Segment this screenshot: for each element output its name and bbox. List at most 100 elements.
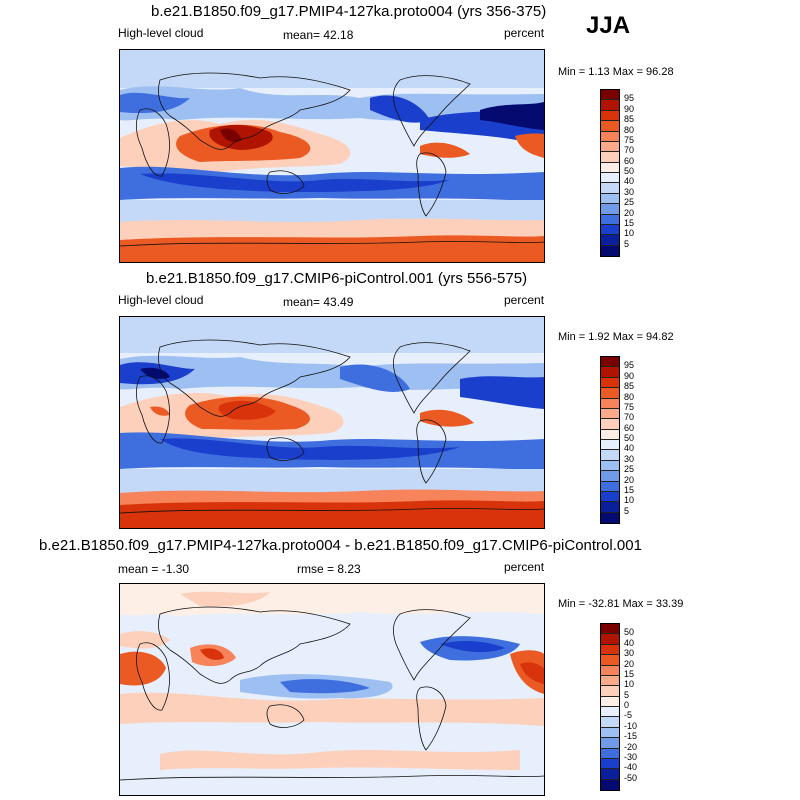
colorbar-segment — [601, 214, 619, 225]
colorbar-tick-label: 40 — [624, 176, 635, 187]
colorbar-tick-label: 75 — [624, 134, 635, 145]
colorbar-tick-label: 15 — [624, 668, 635, 679]
colorbar-tick-label: 10 — [624, 228, 635, 239]
colorbar-segment — [601, 769, 619, 780]
colorbar-tick-label: 95 — [624, 360, 635, 371]
colorbar-tick-label: -30 — [624, 751, 638, 762]
colorbar-tick-label: 40 — [624, 443, 635, 454]
colorbar-tick-label: 20 — [624, 474, 635, 485]
colorbar-tick-label: 5 — [624, 689, 630, 700]
panel3-colorbar-ticks: 50 40 30 20 15 10 5 0 -5 -10 -15 -20 -30 -40 -50 — [624, 623, 664, 791]
colorbar-tick-label: 50 — [624, 166, 635, 176]
colorbar-tick-label: 10 — [624, 495, 635, 506]
colorbar-segment — [601, 90, 619, 101]
panel2-colorbar-ticks: 95 90 85 80 75 70 60 50 40 30 25 20 15 10 5 — [624, 356, 664, 524]
colorbar-segment — [601, 675, 619, 687]
panel3-units-label: percent — [504, 560, 545, 574]
season-label: JJA — [586, 12, 631, 39]
colorbar-tick-label: 50 — [624, 433, 635, 443]
panel1-units-label: percent — [504, 26, 545, 40]
colorbar-segment — [601, 655, 619, 666]
colorbar-segment — [601, 419, 619, 430]
colorbar-tick-label: 30 — [624, 648, 635, 659]
colorbar-tick-label: 30 — [624, 453, 635, 464]
panel3-map-svg — [120, 584, 544, 795]
panel1-title: b.e21.B1850.f09_g17.PMIP4-127ka.proto004… — [151, 3, 547, 20]
colorbar-segment — [601, 224, 619, 236]
colorbar-segment — [601, 696, 619, 707]
panel2-units-label: percent — [504, 293, 545, 307]
colorbar-tick-label: 75 — [624, 401, 635, 412]
panel3-map — [119, 583, 545, 796]
colorbar-segment — [601, 204, 619, 215]
colorbar-tick-label: 85 — [624, 114, 635, 125]
colorbar-tick-label: 50 — [624, 627, 635, 638]
colorbar-tick-label: 95 — [624, 93, 635, 104]
colorbar-tick-label: 90 — [624, 103, 635, 114]
colorbar-tick-label: 10 — [624, 679, 635, 690]
colorbar-segment — [601, 665, 619, 676]
colorbar-tick-label: 5 — [624, 238, 630, 249]
panel3-title: b.e21.B1850.f09_g17.PMIP4-127ka.proto004… — [39, 537, 642, 554]
colorbar-segment — [601, 121, 619, 132]
colorbar-segment — [601, 193, 619, 205]
colorbar-tick-label: -15 — [624, 731, 638, 742]
colorbar-segment — [601, 141, 619, 153]
panel1-map — [119, 49, 545, 263]
panel1-minmax-label: Min = 1.13 Max = 96.28 — [558, 66, 674, 78]
colorbar-tick-label: 80 — [624, 391, 635, 402]
panel2-mean-label: mean= 43.49 — [283, 295, 354, 309]
colorbar-segment — [601, 644, 619, 656]
colorbar-segment — [601, 748, 619, 759]
panel2-map-svg — [120, 317, 544, 528]
colorbar-tick-label: 85 — [624, 381, 635, 392]
panel3-mean-label: mean = -1.30 — [118, 562, 190, 576]
panel1-variable-label: High-level cloud — [118, 26, 204, 40]
colorbar-segment — [601, 173, 619, 184]
colorbar-tick-label: 70 — [624, 412, 635, 423]
colorbar-segment — [601, 398, 619, 409]
panel3-minmax-label: Min = -32.81 Max = 33.39 — [558, 598, 684, 610]
colorbar-segment — [601, 162, 619, 173]
colorbar-segment — [601, 408, 619, 420]
colorbar-segment — [601, 235, 619, 246]
panel2-title: b.e21.B1850.f09_g17.CMIP6-piControl.001 … — [146, 270, 528, 287]
colorbar-tick-label: 15 — [624, 484, 635, 495]
colorbar-tick-label: 80 — [624, 124, 635, 135]
colorbar-segment — [601, 131, 619, 142]
panel1-map-svg — [120, 50, 544, 262]
colorbar-segment — [601, 717, 619, 728]
panel2-colorbar — [600, 356, 620, 524]
panel2-minmax-label: Min = 1.92 Max = 94.82 — [558, 331, 674, 343]
colorbar-tick-label: 20 — [624, 207, 635, 218]
panel1-colorbar — [600, 89, 620, 257]
colorbar-tick-label: 5 — [624, 505, 630, 516]
colorbar-segment — [601, 738, 619, 749]
panel2-variable-label: High-level cloud — [118, 293, 204, 307]
colorbar-segment — [601, 634, 619, 645]
colorbar-segment — [601, 491, 619, 503]
colorbar-segment — [601, 183, 619, 194]
colorbar-segment — [601, 481, 619, 492]
colorbar-tick-label: 15 — [624, 217, 635, 228]
colorbar-tick-label: 25 — [624, 464, 635, 475]
colorbar-segment — [601, 245, 619, 256]
colorbar-segment — [601, 450, 619, 461]
colorbar-tick-label: -10 — [624, 720, 638, 731]
colorbar-segment — [601, 779, 619, 790]
colorbar-segment — [601, 624, 619, 635]
panel1-colorbar-ticks: 95 90 85 80 75 70 60 50 40 30 25 20 15 10 5 — [624, 89, 664, 257]
panel3-colorbar — [600, 623, 620, 791]
colorbar-tick-label: 0 — [624, 700, 630, 710]
colorbar-tick-label: -20 — [624, 741, 638, 752]
colorbar-segment — [601, 357, 619, 368]
panel1-mean-label: mean= 42.18 — [283, 28, 354, 42]
colorbar-segment — [601, 377, 619, 389]
colorbar-segment — [601, 440, 619, 451]
colorbar-tick-label: 40 — [624, 637, 635, 648]
colorbar-segment — [601, 100, 619, 111]
colorbar-segment — [601, 388, 619, 399]
colorbar-segment — [601, 707, 619, 718]
colorbar-tick-label: 30 — [624, 186, 635, 197]
colorbar-segment — [601, 429, 619, 440]
